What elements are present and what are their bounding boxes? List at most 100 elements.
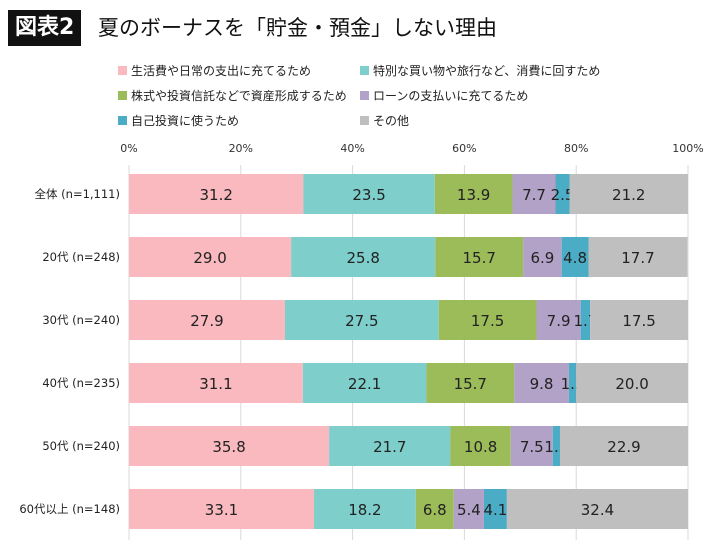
- legend-item: 生活費や日常の支出に充てるため: [118, 62, 311, 79]
- bar-segment: [415, 489, 454, 529]
- legend-label: 株式や投資信託などで資産形成するため: [131, 89, 347, 103]
- data-label: 35.8: [212, 438, 245, 456]
- data-label: 7.5: [520, 438, 544, 456]
- data-label: 25.8: [347, 249, 380, 267]
- data-label: 27.9: [190, 312, 223, 330]
- legend-swatch: [360, 66, 369, 75]
- bar-segment: [514, 363, 569, 403]
- category-label: 60代以上 (n=148): [19, 502, 120, 516]
- x-tick-label: 60%: [452, 142, 476, 155]
- bar-segment: [302, 363, 427, 403]
- legend-item: その他: [360, 112, 409, 129]
- bar-segment: [129, 237, 292, 277]
- bar-segment: [536, 300, 581, 340]
- legend-swatch: [360, 91, 369, 100]
- data-label: 2.5: [551, 186, 575, 204]
- bar-segment: [129, 363, 303, 403]
- bar-segment: [314, 489, 416, 529]
- data-label: 7.7: [522, 186, 546, 204]
- data-label: 6.8: [423, 501, 447, 519]
- data-label: 4.1: [483, 501, 507, 519]
- bar-segment: [512, 174, 556, 214]
- data-label: 17.7: [621, 249, 654, 267]
- data-label: 6.9: [530, 249, 554, 267]
- legend-label: その他: [373, 114, 410, 128]
- data-label: 7.9: [547, 312, 571, 330]
- bar-segment: [559, 426, 688, 466]
- data-label: 23.5: [352, 186, 385, 204]
- data-label: 20.0: [615, 375, 648, 393]
- bar-segment: [588, 237, 688, 277]
- x-tick-label: 100%: [672, 142, 703, 155]
- bar-segment: [426, 363, 515, 403]
- legend-item: 自己投資に使うため: [118, 112, 239, 129]
- bar-segment: [129, 426, 330, 466]
- bar-segment: [576, 363, 688, 403]
- bar-segment: [523, 237, 562, 277]
- legend-swatch: [360, 116, 369, 125]
- bar-segment: [450, 426, 511, 466]
- legend-item: ローンの支払いに充てるため: [360, 87, 528, 104]
- bar-segment: [580, 300, 591, 340]
- data-label: 21.7: [373, 438, 406, 456]
- data-label: 33.1: [205, 501, 238, 519]
- bar-segment: [438, 300, 537, 340]
- legend-item: 株式や投資信託などで資産形成するため: [118, 87, 347, 104]
- legend-swatch: [118, 91, 127, 100]
- bar-segment: [590, 300, 688, 340]
- data-label: 15.7: [454, 375, 487, 393]
- data-label: 17.5: [471, 312, 504, 330]
- legend-item: 特別な買い物や旅行など、消費に回すため: [360, 62, 600, 79]
- x-tick-label: 40%: [340, 142, 364, 155]
- data-label: 31.2: [200, 186, 233, 204]
- bar-segment: [568, 363, 577, 403]
- legend-swatch: [118, 66, 127, 75]
- legend-label: 生活費や日常の支出に充てるため: [131, 64, 312, 78]
- data-label: 10.8: [464, 438, 497, 456]
- data-label: 17.5: [622, 312, 655, 330]
- data-label: 13.9: [457, 186, 490, 204]
- legend-label: 自己投資に使うため: [131, 114, 240, 128]
- x-tick-label: 20%: [229, 142, 253, 155]
- bar-segment: [552, 426, 560, 466]
- bar-segment: [129, 174, 304, 214]
- bar-segment: [483, 489, 507, 529]
- data-label: 5.4: [457, 501, 481, 519]
- legend-label: 特別な買い物や旅行など、消費に回すため: [373, 64, 601, 78]
- bar-segment: [129, 489, 315, 529]
- chart-title: 夏のボーナスを「貯金・預金」しない理由: [98, 16, 497, 40]
- data-label: 18.2: [348, 501, 381, 519]
- bar-segment: [303, 174, 435, 214]
- bar-segment: [291, 237, 436, 277]
- bar-segment: [506, 489, 688, 529]
- bar-segment: [435, 237, 524, 277]
- data-label: 15.7: [463, 249, 496, 267]
- data-label: 4.8: [563, 249, 587, 267]
- bar-segment: [561, 237, 589, 277]
- bar-segment: [434, 174, 513, 214]
- bar-segment: [569, 174, 688, 214]
- bar-segment: [555, 174, 570, 214]
- data-label: 29.0: [193, 249, 226, 267]
- category-label: 全体 (n=1,111): [35, 187, 120, 201]
- data-label: 21.2: [612, 186, 645, 204]
- data-label: 31.1: [199, 375, 232, 393]
- data-label: 22.9: [607, 438, 640, 456]
- x-tick-label: 0%: [120, 142, 137, 155]
- category-label: 30代 (n=240): [42, 313, 120, 327]
- category-label: 20代 (n=248): [42, 250, 120, 264]
- x-tick-label: 80%: [564, 142, 588, 155]
- bar-segment: [284, 300, 439, 340]
- figure-badge: 図表2: [8, 10, 82, 46]
- data-label: 32.4: [581, 501, 614, 519]
- data-label: 22.1: [348, 375, 381, 393]
- legend-swatch: [118, 116, 127, 125]
- category-label: 50代 (n=240): [42, 439, 120, 453]
- bar-segment: [329, 426, 451, 466]
- legend-label: ローンの支払いに充てるため: [373, 89, 529, 103]
- category-label: 40代 (n=235): [42, 376, 120, 390]
- data-label: 27.5: [345, 312, 378, 330]
- bar-segment: [510, 426, 553, 466]
